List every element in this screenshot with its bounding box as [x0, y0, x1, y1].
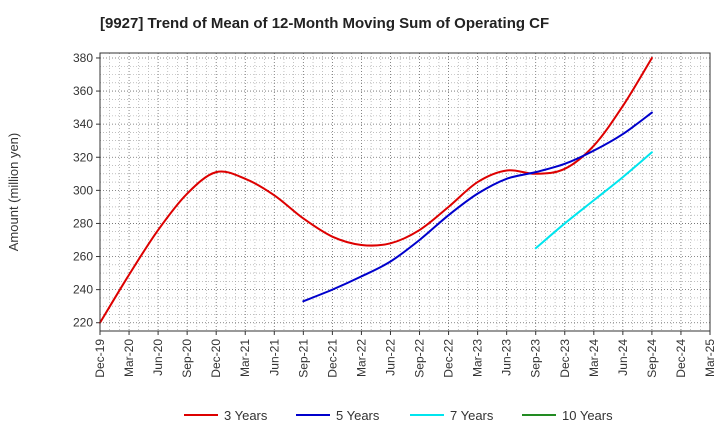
x-tick-label: Sep-23 — [529, 339, 543, 378]
series-line-5-years — [302, 111, 653, 303]
x-tick-label: Dec-22 — [442, 339, 456, 378]
legend-label: 5 Years — [336, 408, 380, 423]
legend-label: 3 Years — [224, 408, 268, 423]
x-tick-label: Mar-22 — [354, 339, 368, 377]
x-tick-label: Jun-24 — [616, 339, 630, 376]
x-tick-label: Dec-21 — [325, 339, 339, 378]
y-axis-ticks: 220 240 260 280 300 320 340 360 380 — [73, 51, 100, 330]
x-tick-label: Mar-20 — [122, 339, 136, 377]
x-tick-label: Sep-24 — [645, 339, 659, 378]
x-tick-label: Jun-23 — [500, 339, 514, 376]
y-tick-label: 300 — [73, 183, 93, 197]
y-tick-label: 220 — [73, 316, 93, 330]
y-axis-label: Amount (million yen) — [6, 133, 21, 252]
series-line-3-years — [99, 56, 653, 324]
x-tick-label: Sep-21 — [296, 339, 310, 378]
legend-label: 10 Years — [562, 408, 613, 423]
x-tick-label: Mar-24 — [587, 339, 601, 377]
chart-title: [9927] Trend of Mean of 12-Month Moving … — [100, 15, 549, 32]
y-tick-label: 240 — [73, 283, 93, 297]
legend: 3 Years 5 Years 7 Years 10 Years — [184, 408, 613, 423]
x-tick-label: Sep-20 — [180, 339, 194, 378]
plot-frame — [99, 52, 711, 332]
x-tick-label: Mar-25 — [703, 339, 717, 377]
plot-area — [100, 53, 710, 331]
series-lines — [99, 56, 653, 324]
series-line-7-years — [534, 151, 653, 250]
x-tick-label: Dec-19 — [93, 339, 107, 378]
x-tick-label: Jun-21 — [267, 339, 281, 376]
x-tick-label: Mar-23 — [471, 339, 485, 377]
x-axis-ticks: Dec-19 Mar-20 Jun-20 Sep-20 Dec-20 Mar-21 Jun-… — [93, 331, 717, 378]
x-tick-label: Jun-22 — [383, 339, 397, 376]
y-tick-label: 360 — [73, 84, 93, 98]
x-tick-label: Mar-21 — [238, 339, 252, 377]
y-tick-label: 260 — [73, 250, 93, 264]
x-tick-label: Dec-23 — [558, 339, 572, 378]
y-tick-label: 280 — [73, 216, 93, 230]
x-tick-label: Dec-20 — [209, 339, 223, 378]
x-tick-label: Jun-20 — [151, 339, 165, 376]
y-tick-label: 320 — [73, 150, 93, 164]
y-tick-label: 380 — [73, 51, 93, 65]
x-tick-label: Dec-24 — [674, 339, 688, 378]
x-tick-label: Sep-22 — [413, 339, 427, 378]
y-tick-label: 340 — [73, 117, 93, 131]
legend-label: 7 Years — [450, 408, 494, 423]
